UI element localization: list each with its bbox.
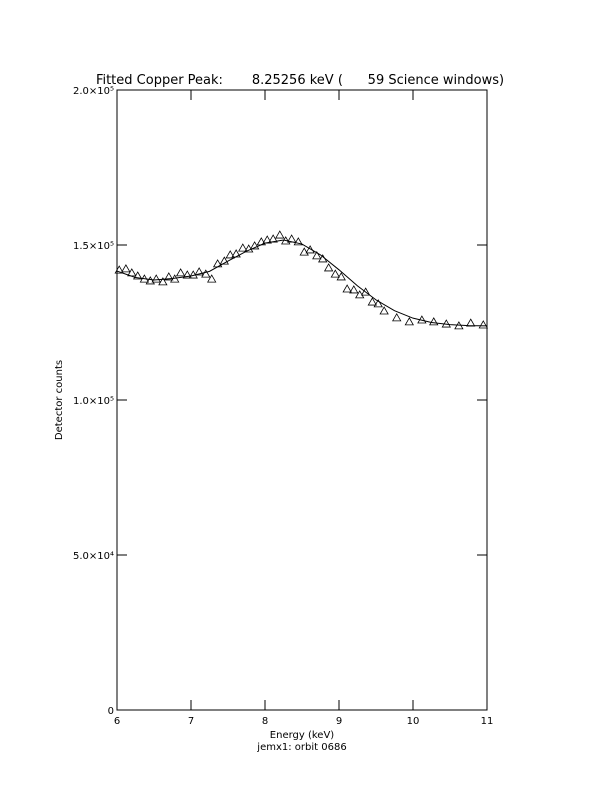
- y-axis-label: Detector counts: [54, 360, 65, 440]
- data-point: [145, 276, 155, 285]
- x-tick-label: 10: [407, 716, 420, 727]
- data-point: [207, 274, 217, 283]
- data-point: [367, 297, 377, 306]
- data-point: [175, 268, 186, 277]
- chart-title: Fitted Copper Peak: 8.25256 keV ( 59 Sci…: [96, 73, 504, 88]
- data-point: [323, 263, 334, 272]
- y-tick-label: 0: [108, 706, 114, 717]
- x-tick-label: 11: [481, 716, 494, 727]
- data-point: [293, 237, 303, 246]
- data-point: [151, 274, 161, 283]
- data-point: [392, 313, 402, 322]
- data-point: [360, 287, 371, 296]
- data-point: [121, 264, 131, 273]
- data-point: [379, 306, 389, 315]
- data-point: [466, 318, 476, 327]
- y-tick-label: 1.5×10⁵: [73, 241, 114, 252]
- data-point: [249, 241, 260, 250]
- data-point: [336, 272, 346, 281]
- x-axis-label: Energy (keV): [270, 730, 335, 741]
- subtitle: jemx1: orbit 0686: [256, 742, 346, 753]
- data-point: [114, 265, 124, 274]
- fit-line: [116, 239, 488, 327]
- data-point: [275, 230, 285, 239]
- data-point: [478, 320, 488, 329]
- data-point: [404, 317, 414, 326]
- data-point: [299, 247, 309, 256]
- data-point: [194, 267, 204, 276]
- y-tick-label: 1.0×10⁵: [73, 396, 114, 407]
- data-point: [164, 272, 174, 281]
- data-point: [429, 317, 439, 326]
- data-point: [158, 277, 168, 286]
- x-tick-label: 7: [188, 716, 194, 727]
- data-point: [349, 285, 359, 294]
- x-tick-label: 9: [336, 716, 342, 727]
- data-point: [312, 251, 322, 260]
- data-point: [342, 284, 352, 293]
- data-point: [219, 256, 229, 265]
- x-tick-label: 6: [114, 716, 120, 727]
- data-point: [373, 299, 383, 308]
- y-tick-label: 2.0×10⁵: [73, 86, 114, 97]
- data-point: [238, 243, 248, 252]
- data-point: [225, 250, 235, 259]
- data-point: [133, 271, 143, 280]
- data-point: [182, 270, 192, 279]
- x-tick-label: 8: [262, 716, 268, 727]
- y-tick-label: 5.0×10⁴: [73, 551, 114, 562]
- data-point: [330, 269, 340, 278]
- data-point: [201, 269, 211, 278]
- plot-frame: [116, 89, 488, 711]
